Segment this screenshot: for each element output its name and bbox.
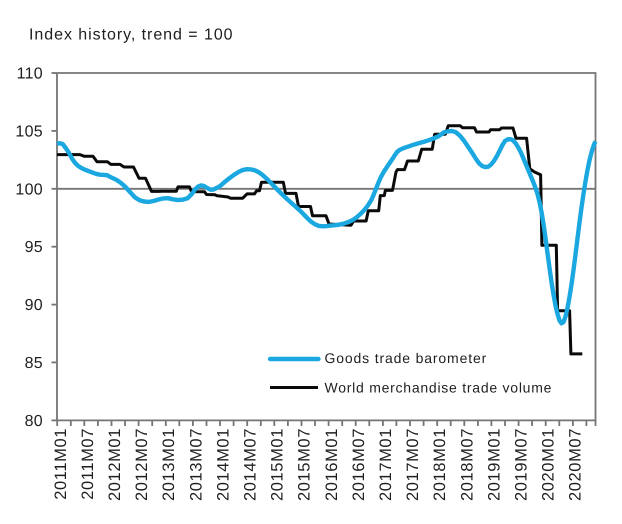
svg-text:World merchandise trade volume: World merchandise trade volume bbox=[325, 380, 553, 396]
svg-text:2012M01: 2012M01 bbox=[106, 428, 124, 501]
svg-text:2018M07: 2018M07 bbox=[458, 428, 476, 501]
svg-text:95: 95 bbox=[25, 239, 43, 256]
svg-text:2012M07: 2012M07 bbox=[133, 428, 151, 501]
svg-text:2014M07: 2014M07 bbox=[242, 428, 260, 501]
svg-text:2013M07: 2013M07 bbox=[187, 428, 205, 501]
svg-text:90: 90 bbox=[25, 297, 43, 314]
svg-text:2020M07: 2020M07 bbox=[567, 428, 585, 501]
svg-text:2011M01: 2011M01 bbox=[52, 428, 70, 500]
svg-text:2014M01: 2014M01 bbox=[214, 428, 232, 501]
svg-text:2013M01: 2013M01 bbox=[160, 428, 178, 501]
svg-text:2016M07: 2016M07 bbox=[350, 428, 368, 501]
svg-text:110: 110 bbox=[17, 66, 43, 83]
svg-text:2018M01: 2018M01 bbox=[431, 428, 449, 501]
svg-text:2016M01: 2016M01 bbox=[323, 428, 341, 501]
svg-text:100: 100 bbox=[15, 181, 43, 198]
svg-text:2015M07: 2015M07 bbox=[296, 428, 314, 501]
svg-text:105: 105 bbox=[15, 123, 43, 140]
svg-text:85: 85 bbox=[25, 355, 43, 372]
svg-text:Goods trade barometer: Goods trade barometer bbox=[325, 350, 488, 366]
svg-text:2015M01: 2015M01 bbox=[269, 428, 287, 501]
svg-text:2019M07: 2019M07 bbox=[513, 428, 531, 501]
svg-text:Index history, trend = 100: Index history, trend = 100 bbox=[29, 27, 234, 44]
svg-text:2011M07: 2011M07 bbox=[79, 428, 97, 500]
svg-text:80: 80 bbox=[25, 413, 43, 430]
svg-text:2017M01: 2017M01 bbox=[377, 428, 395, 501]
svg-text:2017M07: 2017M07 bbox=[404, 428, 422, 501]
svg-text:2020M01: 2020M01 bbox=[540, 428, 558, 501]
svg-text:2019M01: 2019M01 bbox=[485, 428, 503, 501]
